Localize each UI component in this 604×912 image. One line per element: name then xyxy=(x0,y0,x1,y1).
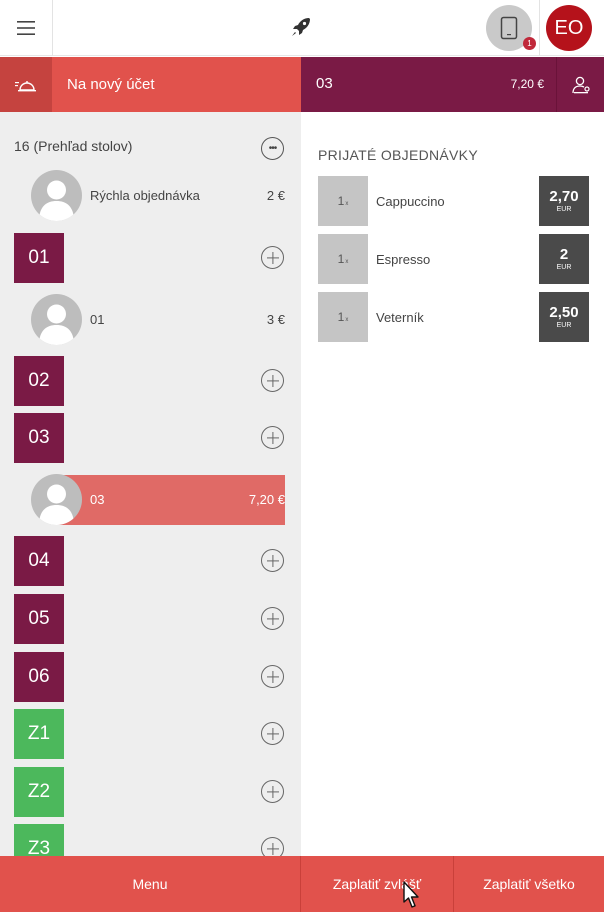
price-value: 2,50 xyxy=(549,304,579,321)
table-row[interactable]: 01 xyxy=(0,233,301,284)
table-row[interactable]: 02 xyxy=(0,356,301,407)
divider xyxy=(539,0,540,56)
table-row[interactable]: 04 xyxy=(0,536,301,587)
bottom-bar: Menu Zaplatiť zvlášť Zaplatiť všetko xyxy=(0,856,604,912)
tables-panel: 16 (Prehľad stolov) ••• Rýchla objednávk… xyxy=(0,112,301,856)
order-price: 2 EUR xyxy=(539,234,589,284)
table-tile[interactable]: 04 xyxy=(14,536,64,586)
table-row[interactable]: Z2 xyxy=(0,767,301,818)
add-guest-icon[interactable] xyxy=(261,369,284,392)
order-price: 2,70 EUR xyxy=(539,176,589,226)
order-name: Veterník xyxy=(376,310,424,325)
guest-name: Rýchla objednávka xyxy=(90,188,200,203)
price-value: 2,70 xyxy=(549,188,579,205)
menu-button[interactable]: Menu xyxy=(0,856,300,912)
pay-separately-label: Zaplatiť zvlášť xyxy=(332,876,422,892)
qty-unit: x xyxy=(345,258,349,265)
assign-user-icon[interactable] xyxy=(556,57,604,112)
orders-title: PRIJATÉ OBJEDNÁVKY xyxy=(318,147,478,163)
add-guest-icon[interactable] xyxy=(261,607,284,630)
tray-icon[interactable] xyxy=(0,57,52,112)
add-guest-icon[interactable] xyxy=(261,722,284,745)
qty-unit: x xyxy=(345,200,349,207)
guest-price: 3 € xyxy=(266,312,285,327)
divider xyxy=(453,856,454,912)
qty-unit: x xyxy=(345,316,349,323)
panel-title: 16 (Prehľad stolov) xyxy=(14,138,133,154)
selection-highlight xyxy=(56,475,285,525)
current-total: 7,20 € xyxy=(510,77,544,91)
price-currency: EUR xyxy=(556,322,572,329)
current-account-header: 03 7,20 € xyxy=(301,57,556,112)
price-currency: EUR xyxy=(556,264,572,271)
guest-avatar-icon xyxy=(31,474,82,525)
guest-row-selected[interactable]: 03 7,20 € xyxy=(0,474,301,526)
table-tile[interactable]: 06 xyxy=(14,652,64,702)
top-bar: 1 EO xyxy=(0,0,604,56)
add-guest-icon[interactable] xyxy=(261,837,284,856)
table-tile[interactable]: Z2 xyxy=(14,767,64,817)
table-row[interactable]: Z1 xyxy=(0,709,301,760)
new-account-button[interactable]: Na nový účet xyxy=(52,57,301,112)
table-tile[interactable]: 03 xyxy=(14,413,64,463)
table-tile[interactable]: 02 xyxy=(14,356,64,406)
new-account-label: Na nový účet xyxy=(67,76,155,93)
table-tile[interactable]: Z1 xyxy=(14,709,64,759)
add-guest-icon[interactable] xyxy=(261,426,284,449)
order-price: 2,50 EUR xyxy=(539,292,589,342)
table-row[interactable]: 06 xyxy=(0,652,301,703)
guest-price: 2 € xyxy=(266,188,285,203)
table-tile[interactable]: Z3 xyxy=(14,824,64,856)
account-bar: Na nový účet 03 7,20 € xyxy=(0,57,604,112)
add-guest-icon[interactable] xyxy=(261,246,284,269)
qty-value: 1 xyxy=(337,310,345,324)
pay-all-label: Zaplatiť všetko xyxy=(483,876,575,892)
menu-button-label: Menu xyxy=(132,876,168,892)
current-table-label: 03 xyxy=(316,75,333,92)
pay-all-button[interactable]: Zaplatiť všetko xyxy=(454,856,604,912)
mouse-cursor-icon xyxy=(400,880,422,910)
guest-row[interactable]: 01 3 € xyxy=(0,294,301,346)
add-guest-icon[interactable] xyxy=(261,549,284,572)
qty-value: 1 xyxy=(337,194,345,208)
guest-row[interactable]: Rýchla objednávka 2 € xyxy=(0,170,301,222)
table-row[interactable]: Z3 xyxy=(0,824,301,856)
guest-price: 7,20 € xyxy=(248,492,285,507)
add-guest-icon[interactable] xyxy=(261,665,284,688)
qty-value: 1 xyxy=(337,252,345,266)
menu-icon[interactable] xyxy=(0,0,53,56)
price-currency: EUR xyxy=(556,206,572,213)
table-tile[interactable]: 01 xyxy=(14,233,64,283)
price-value: 2 xyxy=(559,246,569,263)
guest-name: 01 xyxy=(90,312,105,327)
order-name: Espresso xyxy=(376,252,431,267)
guest-avatar-icon xyxy=(31,170,82,221)
guest-avatar-icon xyxy=(31,294,82,345)
rocket-icon[interactable] xyxy=(289,15,313,39)
table-row[interactable]: 05 xyxy=(0,594,301,645)
user-avatar[interactable]: EO xyxy=(546,5,592,51)
table-tile[interactable]: 05 xyxy=(14,594,64,644)
divider xyxy=(300,856,301,912)
guest-name: 03 xyxy=(90,492,105,507)
more-options-icon[interactable]: ••• xyxy=(261,137,284,160)
order-name: Cappuccino xyxy=(376,194,445,209)
pay-separately-button[interactable]: Zaplatiť zvlášť xyxy=(301,856,453,912)
notification-badge: 1 xyxy=(523,37,536,50)
table-row[interactable]: 03 xyxy=(0,413,301,464)
add-guest-icon[interactable] xyxy=(261,780,284,803)
